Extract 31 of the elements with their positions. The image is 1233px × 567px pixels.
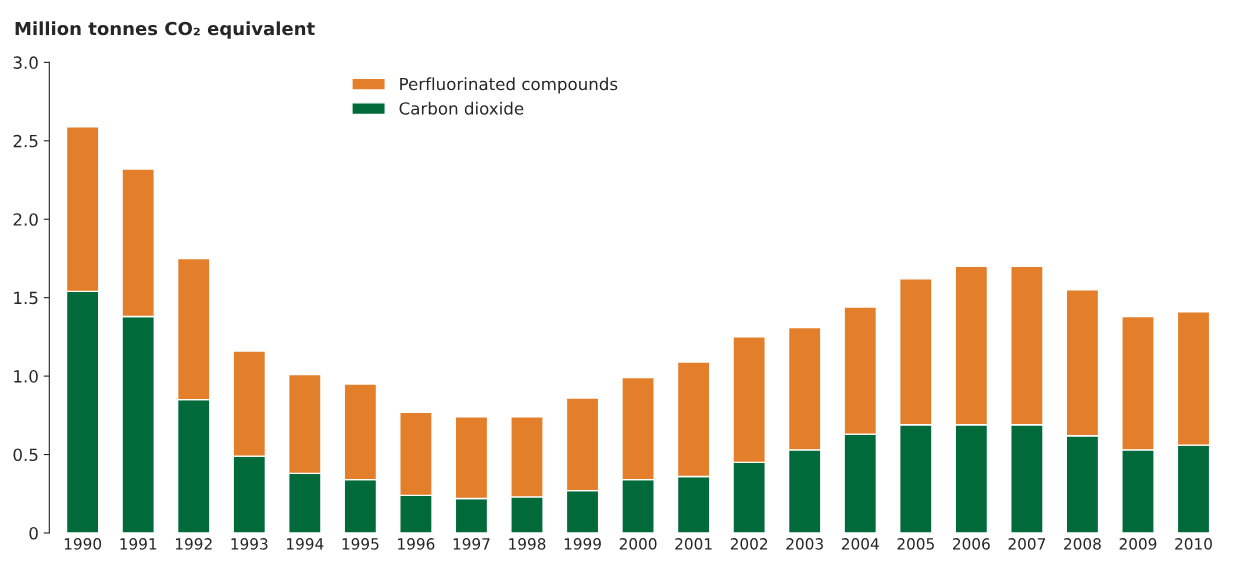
y-tick-label: 1.0: [14, 370, 38, 383]
y-tick-label: 0.5: [13, 448, 38, 462]
x-tick-label: 2006: [953, 538, 990, 550]
y-tick-label: 3.0: [13, 56, 38, 69]
x-tick-label: 1993: [231, 538, 268, 550]
x-tick-label: 1994: [287, 538, 324, 550]
legend-label: Carbon dioxide: [399, 101, 524, 115]
x-tick-label: 2001: [675, 538, 712, 550]
y-tick-label: 2.5: [13, 134, 38, 148]
x-tick-label: 1998: [509, 538, 546, 550]
x-tick-label: 2007: [1008, 538, 1046, 550]
x-tick-label: 2002: [730, 538, 768, 550]
x-tick-label: 1999: [564, 538, 601, 550]
x-tick-label: 2000: [619, 538, 657, 550]
x-tick-label: 2003: [786, 538, 823, 550]
y-tick-label: 2.0: [13, 213, 38, 226]
x-tick-label: 1990: [64, 538, 102, 550]
x-tick-label: 2010: [1175, 538, 1212, 550]
x-tick-label: 2004: [841, 538, 879, 550]
y-tick-label: 0: [29, 526, 38, 540]
x-tick-label: 2008: [1064, 538, 1101, 550]
x-tick-label: 1995: [342, 538, 379, 550]
x-tick-label: 1996: [398, 538, 435, 550]
legend-label: Perfluorinated compounds: [400, 77, 618, 94]
x-tick-label: 1991: [120, 538, 157, 550]
x-tick-label: 1992: [175, 538, 212, 550]
x-tick-label: 2005: [897, 538, 934, 550]
x-tick-label: 2009: [1119, 538, 1157, 550]
y-tick-label: 1.5: [14, 291, 38, 305]
x-tick-label: 1997: [453, 538, 490, 550]
y-axis-title: Million tonnes CO₂ equivalent: [15, 21, 315, 39]
